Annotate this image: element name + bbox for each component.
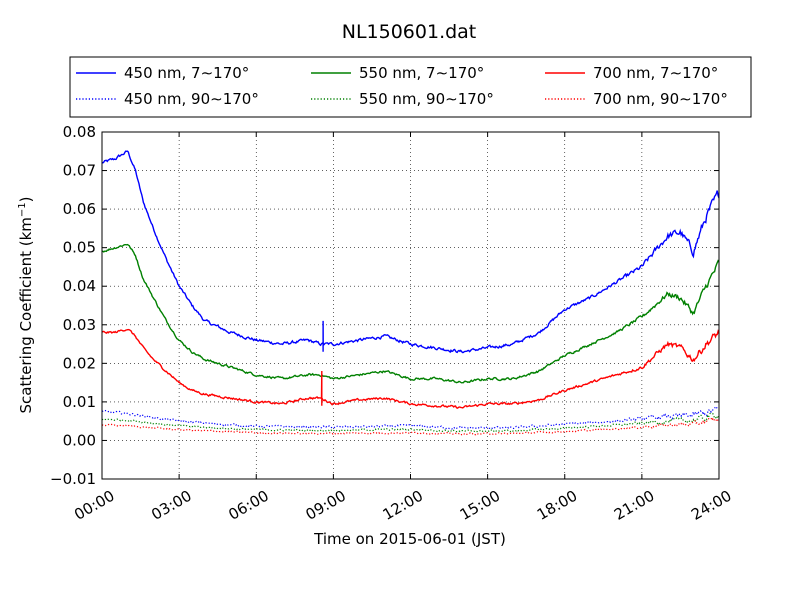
y-axis-label-exponent: −1 [17, 202, 28, 217]
x-tick-label: 00:00 [71, 487, 117, 524]
y-axis-label: Scattering Coefficient (km−1) [17, 196, 35, 413]
legend: 450 nm, 7∼170° 550 nm, 7∼170° 700 nm, 7∼17… [69, 56, 752, 118]
series-line [101, 150, 720, 354]
y-tick-label: 0.04 [63, 277, 96, 295]
legend-label: 700 nm, 90∼170° [593, 90, 728, 108]
legend-label: 700 nm, 7∼170° [593, 64, 718, 82]
x-tick-label: 21:00 [611, 487, 657, 524]
x-tick-label: 12:00 [380, 487, 426, 524]
y-axis-label-close: ) [17, 196, 35, 202]
y-tick-label: 0.08 [63, 123, 96, 141]
ticks: 00:00 03:00 06:00 09:00 12:00 15:00 18:00 21:00… [50, 123, 735, 524]
x-tick-label: 24:00 [688, 487, 734, 524]
legend-frame [69, 56, 752, 118]
y-tick-label: 0.02 [63, 354, 96, 372]
series-line [101, 328, 720, 410]
x-axis-label: Time on 2015-06-01 (JST) [313, 530, 506, 548]
x-tick-label: 18:00 [534, 487, 580, 524]
x-tick-label: 15:00 [457, 487, 503, 524]
y-tick-label: −0.01 [50, 470, 96, 488]
y-tick-label: 0.03 [63, 316, 96, 334]
series-group [101, 150, 720, 436]
y-tick-label: 0.00 [63, 431, 96, 449]
legend-label: 450 nm, 90∼170° [124, 90, 259, 108]
y-tick-label: 0.06 [63, 200, 96, 218]
series-line [101, 243, 720, 384]
x-tick-label: 09:00 [303, 487, 349, 524]
legend-label: 550 nm, 90∼170° [359, 90, 494, 108]
legend-label: 450 nm, 7∼170° [124, 64, 249, 82]
y-tick-label: 0.05 [63, 239, 96, 257]
y-tick-label: 0.07 [63, 162, 96, 180]
series-line [101, 412, 720, 433]
chart-title: NL150601.dat [342, 21, 477, 43]
grid [102, 132, 719, 479]
y-tick-label: 0.01 [63, 393, 96, 411]
x-tick-label: 03:00 [148, 487, 194, 524]
legend-label: 550 nm, 7∼170° [359, 64, 484, 82]
series-line [101, 417, 720, 436]
x-tick-label: 06:00 [225, 487, 271, 524]
y-axis-label-main: Scattering Coefficient (km [17, 217, 35, 413]
